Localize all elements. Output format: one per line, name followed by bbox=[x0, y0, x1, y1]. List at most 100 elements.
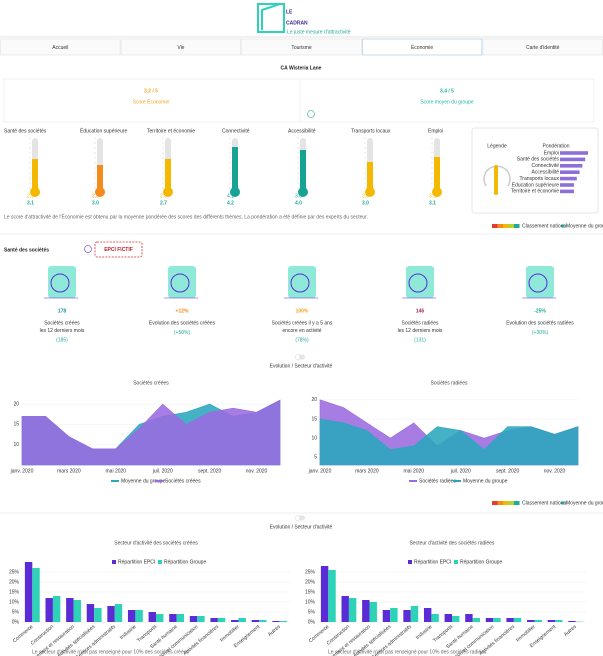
kpi-value: 178 bbox=[58, 308, 67, 314]
theme-score: 2.9 bbox=[27, 193, 34, 199]
area bbox=[21, 399, 281, 466]
chart-title: Secteur d'activité des sociétés radiées bbox=[410, 540, 495, 546]
nav-tab[interactable] bbox=[361, 38, 483, 56]
toggle-knob bbox=[294, 515, 301, 521]
bar bbox=[94, 608, 102, 622]
thermo-fill bbox=[300, 150, 306, 190]
footnote: Le score d'attractivité de l'Économie es… bbox=[4, 213, 368, 220]
nav-tab-label: Tourisme bbox=[291, 45, 312, 51]
x-tick-label: juil. 2020 bbox=[152, 468, 173, 474]
y-tick-label: 10% bbox=[9, 599, 20, 605]
nav-tab-label: Carte d'identité bbox=[526, 45, 560, 51]
theme-group-score: 2.7 bbox=[160, 200, 167, 206]
score-box bbox=[299, 78, 595, 123]
theme-name: Connectivité bbox=[222, 128, 250, 134]
bar bbox=[169, 614, 177, 622]
theme-group-score: 4.0 bbox=[295, 200, 302, 206]
theme-name: Accessibilité bbox=[288, 128, 316, 134]
nav-tab[interactable] bbox=[241, 38, 362, 56]
bar bbox=[210, 618, 218, 622]
kpi-icon bbox=[408, 273, 428, 293]
scale-swatch bbox=[508, 224, 514, 228]
thermo-bulb bbox=[95, 187, 105, 197]
y-tick-label: 5% bbox=[308, 609, 316, 615]
bar bbox=[107, 606, 115, 622]
tagline: Le juste mesure d'attractivité bbox=[287, 29, 351, 35]
thermo-fill bbox=[232, 147, 238, 190]
thermo-fill bbox=[165, 159, 171, 190]
weight-bar bbox=[560, 189, 574, 194]
logo-bottom: CADRAN bbox=[286, 20, 308, 26]
score-value: 3.4 / 5 bbox=[440, 88, 454, 94]
help-icon[interactable] bbox=[84, 245, 92, 253]
bar bbox=[348, 598, 357, 622]
bar bbox=[485, 618, 494, 622]
kpi-label: les 12 derniers mois bbox=[40, 328, 85, 334]
thermo-bulb bbox=[365, 187, 375, 197]
bar bbox=[114, 604, 123, 622]
scale-swatch bbox=[492, 501, 498, 505]
logo: LE CADRAN Le juste mesure d'attractivité bbox=[257, 3, 351, 35]
kpi-value: 146 bbox=[416, 308, 425, 314]
thermo-bulb bbox=[163, 187, 173, 197]
help-icon[interactable] bbox=[307, 110, 315, 118]
bar bbox=[217, 618, 226, 622]
bar bbox=[465, 614, 473, 622]
kpi-ref: (+30%) bbox=[532, 330, 549, 336]
y-tick-label: 15% bbox=[305, 589, 316, 595]
chart-title: Secteur d'activité des sociétés créées bbox=[114, 540, 198, 546]
y-tick-label: 10 bbox=[311, 435, 317, 441]
kpi-icon bbox=[50, 273, 70, 293]
x-tick-label: juil. 2020 bbox=[450, 468, 471, 474]
weight-bar bbox=[560, 151, 588, 155]
bar bbox=[320, 566, 329, 622]
theme-name: Transports locaux bbox=[351, 128, 391, 134]
scale-swatch bbox=[492, 224, 498, 228]
bar bbox=[362, 600, 370, 622]
legend-swatch bbox=[112, 560, 116, 564]
thermo-fill bbox=[97, 165, 103, 190]
score-label: Score moyen du groupe bbox=[420, 99, 474, 105]
theme-name: Santé des sociétés bbox=[4, 128, 47, 134]
x-tick-label: mai 2020 bbox=[106, 468, 127, 474]
group-dot bbox=[561, 501, 565, 505]
nav-tab[interactable] bbox=[120, 38, 241, 56]
legend-weight-title: Pondération bbox=[543, 143, 570, 149]
group-dot bbox=[561, 224, 565, 228]
scale-swatch bbox=[514, 501, 520, 505]
weight-name: Transports locaux bbox=[519, 176, 559, 182]
kpi-icon-bg bbox=[288, 266, 316, 298]
scale-swatch bbox=[514, 224, 520, 228]
theme-name: Territoire et économie bbox=[147, 128, 195, 134]
bar bbox=[231, 620, 239, 622]
x-tick-label: mai 2020 bbox=[404, 468, 425, 474]
theme-score: 2.6 bbox=[362, 193, 369, 199]
toggle-label: Evolution / Secteur d'activité bbox=[270, 524, 333, 530]
bar bbox=[238, 618, 246, 622]
bar bbox=[52, 596, 61, 622]
kpi-value: -25% bbox=[534, 308, 546, 314]
thermo-bulb bbox=[30, 187, 40, 197]
bar bbox=[513, 618, 522, 622]
nav-tab-label: Économie bbox=[411, 44, 433, 51]
nav-tab[interactable] bbox=[0, 38, 121, 56]
y-tick-label: 25% bbox=[9, 569, 20, 575]
legend-label: Répartition EPCI bbox=[414, 559, 451, 565]
kpi-ref: (131) bbox=[414, 337, 426, 343]
thermo-fill bbox=[434, 157, 440, 190]
weight-bar bbox=[560, 164, 583, 168]
y-tick-label: 15 bbox=[311, 416, 317, 422]
theme-group-score: 4.2 bbox=[227, 200, 234, 206]
bar bbox=[328, 570, 336, 622]
weight-name: Territoire et économie bbox=[511, 189, 559, 195]
bar bbox=[272, 621, 280, 622]
bar bbox=[189, 616, 198, 622]
bar bbox=[32, 568, 40, 622]
bar bbox=[555, 620, 563, 622]
toggle-knob bbox=[294, 354, 301, 360]
theme-name: Emploi bbox=[428, 128, 443, 134]
theme-score: 2.3 bbox=[92, 193, 99, 199]
legend-group: Moyenne du groupe bbox=[566, 500, 603, 506]
theme-name: Éducation supérieure bbox=[80, 127, 127, 134]
